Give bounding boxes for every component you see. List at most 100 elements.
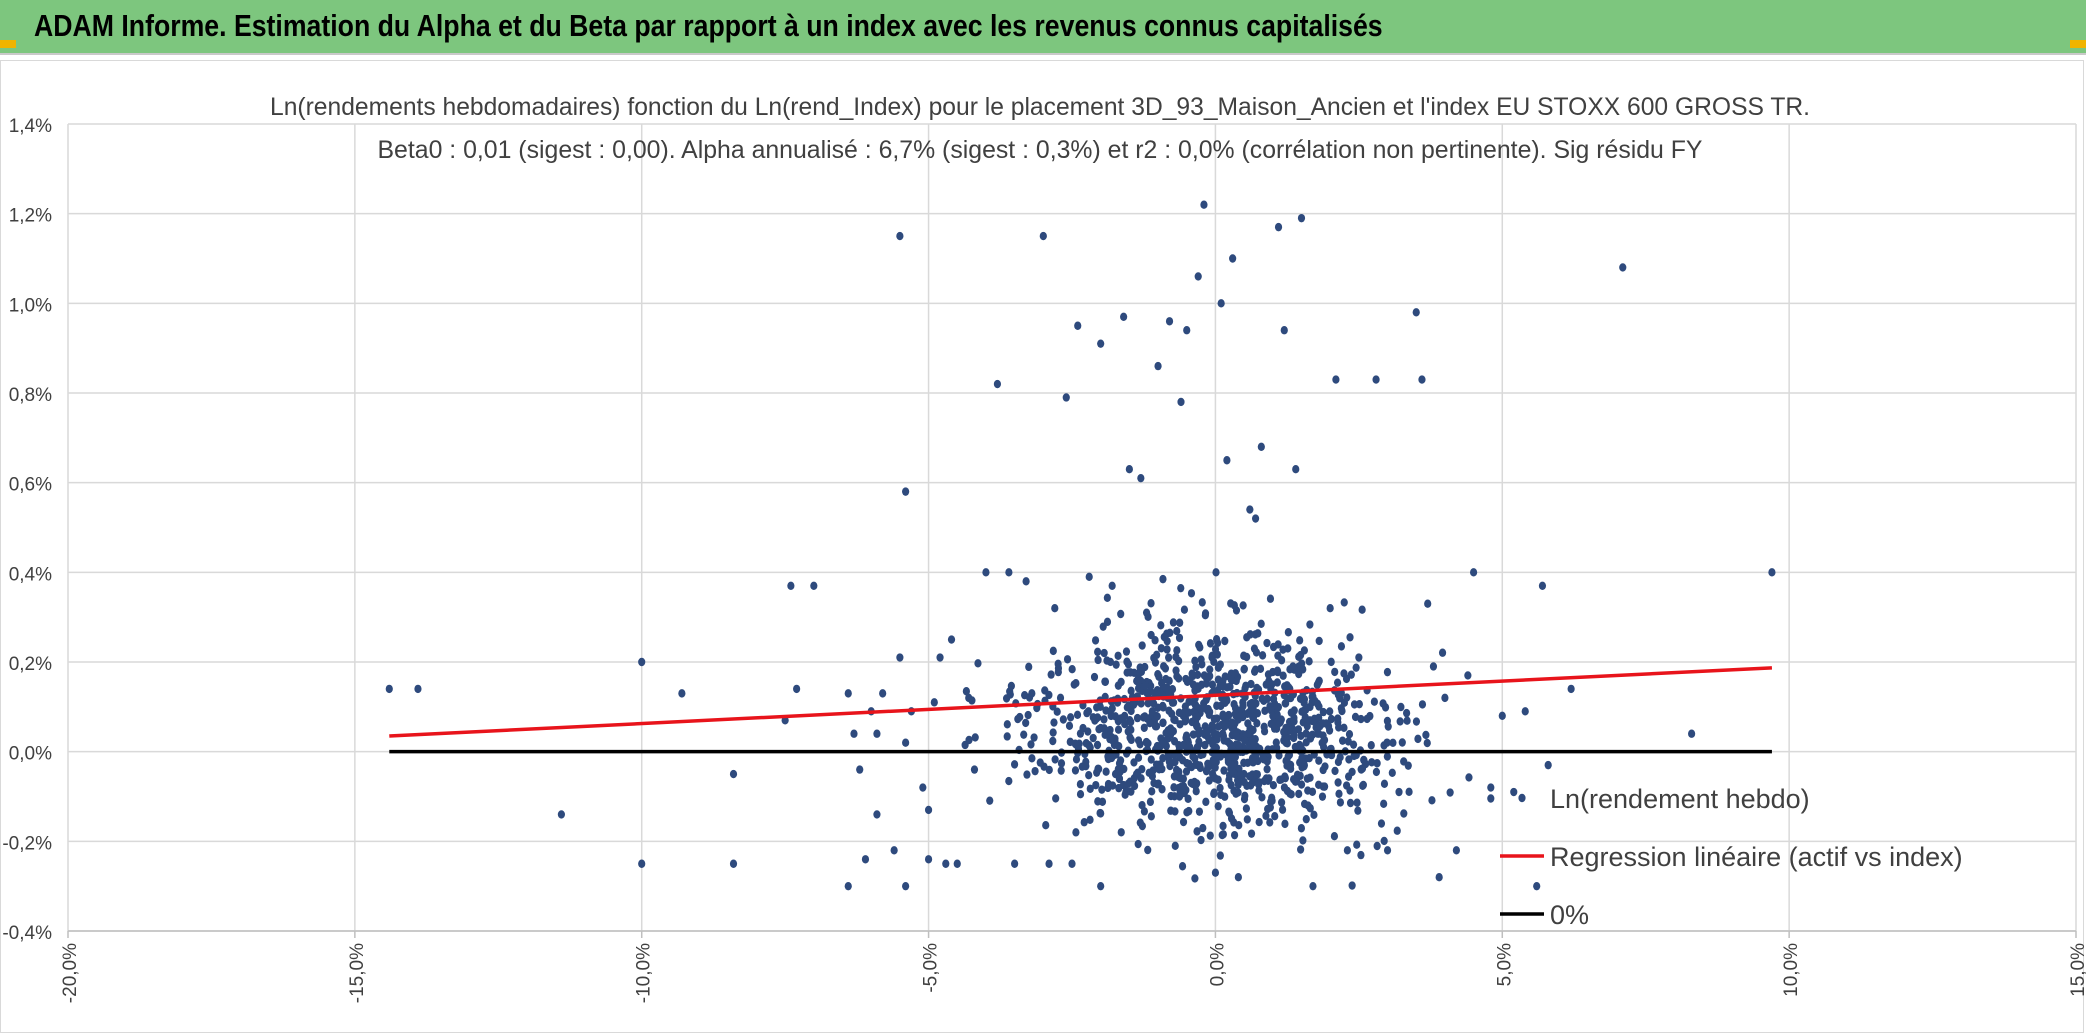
- scatter-point: [678, 689, 686, 698]
- scatter-point: [1248, 698, 1256, 708]
- scatter-point: [1400, 809, 1408, 818]
- scatter-point: [1221, 636, 1229, 646]
- scatter-point: [1242, 804, 1250, 813]
- scatter-point: [1412, 308, 1420, 317]
- scatter-point: [1187, 778, 1195, 788]
- scatter-point: [1286, 665, 1294, 674]
- scatter-point: [1204, 726, 1212, 735]
- scatter-point: [1354, 806, 1362, 815]
- scatter-point: [1052, 794, 1060, 803]
- scatter-point: [1219, 830, 1227, 839]
- scatter-point: [1140, 723, 1148, 732]
- scatter-point: [1300, 761, 1308, 770]
- scatter-point: [1350, 751, 1358, 761]
- scatter-point: [1199, 703, 1207, 713]
- legend-label: 0%: [1550, 900, 1589, 930]
- scatter-point: [1184, 794, 1192, 804]
- scatter-point: [1177, 397, 1185, 407]
- scatter-point: [1306, 716, 1314, 725]
- scatter-point: [1045, 859, 1053, 868]
- scatter-point: [1315, 636, 1323, 646]
- scatter-point: [1050, 718, 1058, 727]
- scatter-point: [1350, 700, 1359, 709]
- scatter-point: [1053, 707, 1061, 716]
- scatter-point: [1251, 514, 1260, 523]
- y-tick-label: -0,4%: [2, 923, 52, 944]
- scatter-point: [1146, 719, 1154, 728]
- scatter-point: [1269, 694, 1278, 704]
- scatter-point: [1263, 638, 1271, 648]
- scatter-point: [1171, 807, 1179, 816]
- scatter-point: [1538, 581, 1547, 590]
- scatter-point: [902, 738, 910, 747]
- scatter-point: [1243, 815, 1251, 824]
- scatter-point: [1194, 272, 1202, 281]
- scatter-point: [1022, 718, 1030, 728]
- scatter-point: [1014, 714, 1022, 724]
- scatter-point: [1147, 686, 1155, 696]
- scatter-point: [1192, 786, 1200, 796]
- scatter-point: [1240, 665, 1248, 674]
- scatter-point: [1100, 715, 1108, 724]
- scatter-point: [1191, 874, 1199, 883]
- scatter-point: [1243, 652, 1251, 662]
- scatter-point: [1210, 657, 1218, 667]
- scatter-point: [1209, 756, 1217, 765]
- scatter-point: [1235, 821, 1243, 830]
- scatter-point: [1220, 766, 1228, 775]
- scatter-point: [1022, 577, 1030, 586]
- scatter-point: [1182, 731, 1191, 740]
- y-tick-label: 1,0%: [9, 295, 52, 316]
- scatter-point: [1214, 801, 1222, 811]
- scatter-point: [1389, 738, 1397, 748]
- scatter-point: [1277, 798, 1286, 807]
- scatter-point: [1281, 819, 1289, 829]
- scatter-point: [1216, 851, 1224, 860]
- scatter-point: [1151, 658, 1160, 667]
- scatter-point: [1290, 717, 1298, 726]
- scatter-point: [1185, 806, 1193, 816]
- scatter-point: [1130, 781, 1139, 791]
- scatter-point: [1085, 572, 1093, 582]
- scatter-point: [1297, 845, 1305, 854]
- scatter-point: [1319, 782, 1327, 791]
- scatter-point: [1067, 713, 1075, 722]
- scatter-point: [1111, 712, 1120, 721]
- scatter-point: [1208, 680, 1217, 689]
- scatter-point: [1085, 771, 1093, 780]
- scatter-point: [1239, 601, 1247, 610]
- scatter-point: [1181, 702, 1189, 711]
- scatter-point: [971, 733, 979, 742]
- scatter-point: [1355, 653, 1363, 662]
- scatter-point: [1181, 717, 1189, 726]
- scatter-point: [1225, 711, 1233, 720]
- scatter-point: [1068, 665, 1076, 674]
- scatter-point: [1199, 823, 1207, 833]
- scatter-point: [1225, 775, 1233, 785]
- scatter-point: [1042, 820, 1050, 830]
- scatter-point: [1352, 663, 1360, 672]
- scatter-point: [970, 765, 979, 774]
- scatter-point: [1217, 299, 1225, 308]
- x-tick-label: 0,0%: [1207, 943, 1228, 986]
- scatter-point: [1028, 754, 1036, 763]
- scatter-point: [1219, 821, 1227, 831]
- scatter-point: [1343, 693, 1351, 702]
- scatter-point: [1213, 635, 1221, 644]
- scatter-point: [1435, 873, 1443, 882]
- scatter-point: [1346, 798, 1355, 808]
- scatter-point: [1308, 787, 1317, 796]
- scatter-point: [1213, 735, 1221, 744]
- scatter-point: [861, 855, 870, 864]
- scatter-point: [1367, 741, 1375, 750]
- scatter-point: [1276, 775, 1284, 785]
- scatter-point: [1047, 670, 1055, 679]
- scatter-point: [1292, 465, 1300, 474]
- scatter-point: [1106, 657, 1115, 667]
- report-title: ADAM Informe. Estimation du Alpha et du …: [34, 8, 1383, 43]
- scatter-point: [414, 684, 422, 694]
- scatter-point: [1272, 738, 1280, 747]
- scatter-point: [1146, 797, 1154, 807]
- scatter-point: [1202, 797, 1210, 807]
